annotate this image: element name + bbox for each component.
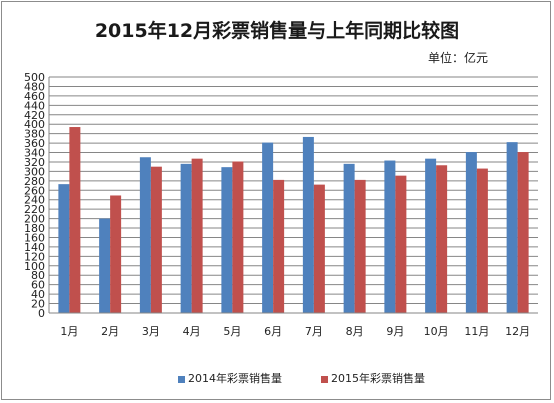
bar-2014-9: [384, 160, 396, 313]
x-axis-ticks: 1月 2月 3月 4月 5月 6月 7月 8月 9月 10月 11月 12月: [60, 325, 530, 338]
y-tick-label: 0: [38, 307, 45, 320]
y-tick-label: 380: [24, 128, 45, 141]
x-tick-label: 11月: [464, 325, 489, 338]
bar-2015-12: [517, 152, 529, 313]
y-tick-label: 200: [24, 213, 45, 226]
y-tick-label: 340: [24, 147, 45, 160]
y-tick-label: 460: [24, 90, 45, 103]
bars: [58, 127, 529, 313]
bar-2015-5: [232, 161, 244, 313]
bar-2014-7: [302, 136, 314, 313]
x-tick-label: 6月: [264, 325, 282, 338]
y-tick-label: 260: [24, 184, 45, 197]
bar-2015-9: [395, 175, 407, 313]
bar-2015-2: [110, 195, 122, 313]
bar-2014-12: [506, 142, 518, 313]
bar-2015-8: [354, 179, 366, 313]
bar-2014-10: [425, 158, 437, 313]
x-tick-label: 4月: [183, 325, 201, 338]
x-tick-label: 8月: [346, 325, 364, 338]
x-tick-label: 3月: [142, 325, 160, 338]
y-tick-label: 120: [24, 250, 45, 263]
bar-2014-2: [99, 218, 111, 313]
bar-2014-11: [465, 152, 477, 313]
y-tick-label: 40: [31, 288, 45, 301]
y-tick-label: 80: [31, 269, 45, 282]
x-tick-label: 9月: [386, 325, 404, 338]
x-tick-label: 1月: [60, 325, 78, 338]
bar-2014-1: [58, 184, 70, 313]
bar-2015-7: [313, 184, 325, 313]
y-tick-label: 420: [24, 109, 45, 122]
bar-2014-4: [180, 163, 192, 313]
x-tick-label: 12月: [505, 325, 530, 338]
legend-label-2015: 2015年彩票销售量: [331, 372, 425, 385]
y-tick-label: 160: [24, 231, 45, 244]
y-tick-label: 400: [24, 118, 45, 131]
x-tick-label: 10月: [424, 325, 449, 338]
bar-2015-6: [273, 179, 285, 313]
bar-2014-8: [343, 163, 355, 313]
y-tick-label: 180: [24, 222, 45, 235]
y-tick-label: 100: [24, 260, 45, 273]
bar-2014-3: [139, 157, 151, 313]
x-tick-label: 5月: [223, 325, 241, 338]
y-tick-label: 280: [24, 175, 45, 188]
y-tick-label: 60: [31, 279, 45, 292]
y-tick-label: 360: [24, 137, 45, 150]
bar-2015-1: [69, 127, 81, 313]
legend-item-2015: 2015年彩票销售量: [321, 370, 425, 386]
gridlines: [49, 76, 538, 305]
bar-2015-11: [476, 168, 488, 313]
y-tick-label: 320: [24, 156, 45, 169]
x-tick-label: 2月: [101, 325, 119, 338]
legend-swatch-2015: [321, 375, 328, 383]
y-tick-label: 300: [24, 165, 45, 178]
y-tick-label: 500: [24, 71, 45, 84]
y-tick-label: 140: [24, 241, 45, 254]
unit-label: 单位：亿元: [428, 51, 489, 65]
bar-2015-4: [191, 158, 203, 313]
x-tick-label: 7月: [305, 325, 323, 338]
bar-2014-5: [221, 167, 233, 313]
y-tick-label: 240: [24, 194, 45, 207]
legend-item-2014: 2014年彩票销售量: [178, 370, 282, 386]
bar-2015-3: [150, 166, 162, 313]
legend-swatch-2014: [178, 375, 185, 383]
y-tick-label: 440: [24, 99, 45, 112]
y-axis-ticks: 0204060801001201401601802002202402602803…: [24, 71, 45, 320]
y-tick-label: 480: [24, 80, 45, 93]
chart-title: 2015年12月彩票销售量与上年同期比较图: [94, 20, 460, 42]
bar-2015-10: [436, 165, 448, 313]
y-tick-label: 220: [24, 203, 45, 216]
y-tick-label: 20: [31, 298, 45, 311]
bar-2014-6: [262, 142, 274, 313]
legend-label-2014: 2014年彩票销售量: [188, 372, 282, 385]
